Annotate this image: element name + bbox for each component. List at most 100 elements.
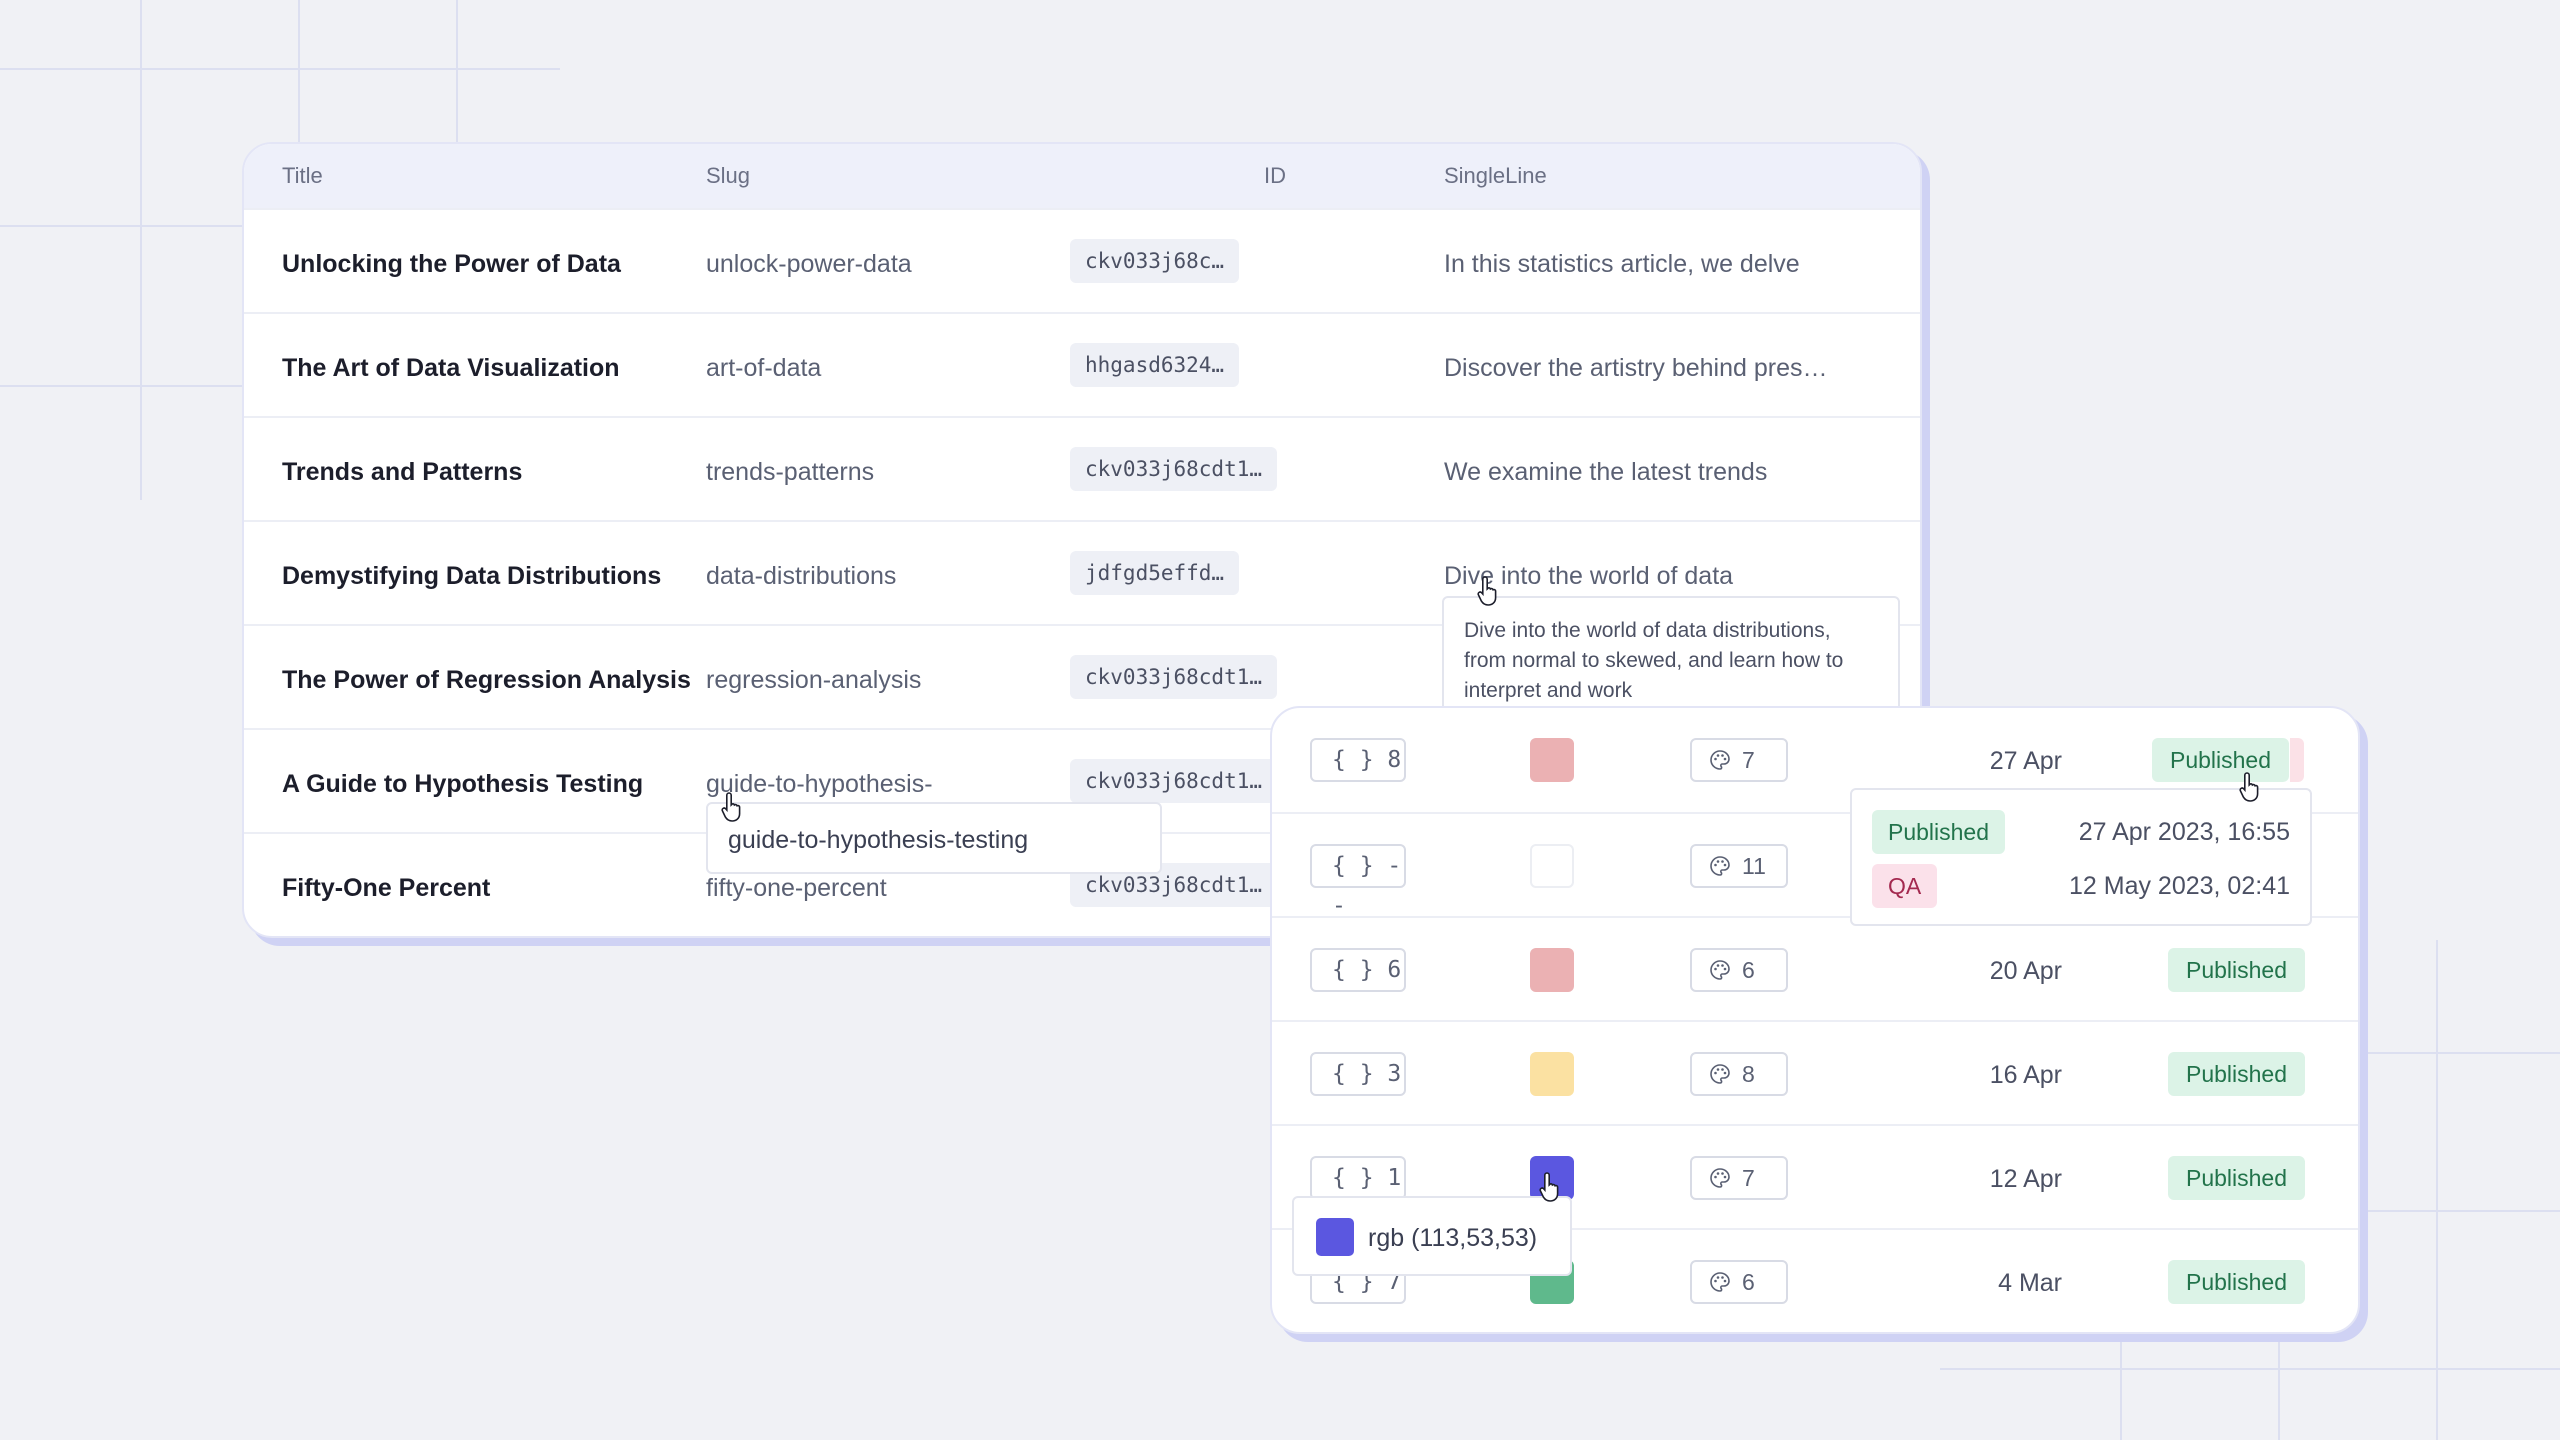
bg-grid-line bbox=[456, 0, 458, 145]
cell-singleline: We examine the latest trends bbox=[1444, 458, 1768, 486]
table-row[interactable]: { } 8 7 27 Apr Published bbox=[1272, 708, 2358, 812]
cell-id[interactable]: hhgasd6324… bbox=[1070, 343, 1240, 387]
status-history-item: QA 12 May 2023, 02:41 bbox=[1872, 864, 2290, 908]
status-history-popover: Published 27 Apr 2023, 16:55 QA 12 May 2… bbox=[1850, 788, 2312, 926]
status-badge[interactable]: Published bbox=[2168, 1052, 2306, 1096]
cell-title: Fifty-One Percent bbox=[282, 874, 491, 902]
json-field[interactable]: { } 3 bbox=[1310, 1052, 1406, 1096]
palette-icon bbox=[1710, 960, 1730, 980]
color-swatch[interactable] bbox=[1530, 1052, 1574, 1096]
color-tooltip: rgb (113,53,53) bbox=[1292, 1196, 1572, 1276]
palette-count: 11 bbox=[1742, 852, 1766, 879]
cell-title: The Power of Regression Analysis bbox=[282, 666, 691, 694]
cell-slug: trends-patterns bbox=[706, 458, 875, 486]
status-badge[interactable]: Published bbox=[2152, 738, 2290, 782]
table-row[interactable]: Unlocking the Power of Data unlock-power… bbox=[244, 208, 1920, 312]
cell-title: A Guide to Hypothesis Testing bbox=[282, 770, 644, 798]
color-tooltip-value: rgb (113,53,53) bbox=[1368, 1224, 1538, 1252]
palette-icon bbox=[1710, 856, 1730, 876]
cell-id[interactable]: ckv033j68cdt1… bbox=[1070, 863, 1278, 907]
table-row[interactable]: { } 3 8 16 Apr Published bbox=[1272, 1020, 2358, 1124]
json-field[interactable]: { } 1 bbox=[1310, 1156, 1406, 1200]
bg-grid-line bbox=[2360, 1210, 2560, 1212]
column-header-title[interactable]: Title bbox=[282, 163, 323, 188]
cell-singleline[interactable]: Dive into the world of data bbox=[1444, 562, 1734, 590]
palette-count: 6 bbox=[1742, 956, 1755, 983]
status-timestamp: 12 May 2023, 02:41 bbox=[2069, 872, 2290, 900]
slug-tooltip: guide-to-hypothesis-testing bbox=[706, 802, 1162, 874]
cell-singleline: Discover the artistry behind pres… bbox=[1444, 354, 1828, 382]
cell-id[interactable]: ckv033j68cdt1… bbox=[1070, 759, 1278, 803]
cell-slug[interactable]: guide-to-hypothesis- bbox=[706, 770, 933, 798]
table-row[interactable]: { } 1 7 12 Apr Published bbox=[1272, 1124, 2358, 1228]
cell-id[interactable]: ckv033j68cdt1… bbox=[1070, 655, 1278, 699]
status-timestamp: 27 Apr 2023, 16:55 bbox=[2078, 818, 2290, 846]
json-field[interactable]: { } -- bbox=[1310, 844, 1406, 919]
palette-icon bbox=[1710, 1168, 1730, 1188]
color-tooltip-swatch bbox=[1316, 1218, 1354, 1256]
bg-grid-line bbox=[0, 225, 250, 227]
cell-date: 12 Apr bbox=[1989, 1165, 2062, 1193]
cell-date: 20 Apr bbox=[1989, 957, 2062, 985]
cell-slug: art-of-data bbox=[706, 354, 822, 382]
status-badge[interactable]: Published bbox=[2168, 1156, 2306, 1200]
bg-grid-line bbox=[0, 68, 560, 70]
bg-grid-line bbox=[2360, 1052, 2560, 1054]
cell-title: Trends and Patterns bbox=[282, 458, 523, 486]
json-field[interactable]: { } 6 bbox=[1310, 948, 1406, 992]
column-header-singleline[interactable]: SingleLine bbox=[1444, 163, 1547, 188]
palette-field[interactable]: 6 bbox=[1690, 1260, 1788, 1304]
cell-id[interactable]: ckv033j68cdt1… bbox=[1070, 447, 1278, 491]
palette-count: 7 bbox=[1742, 746, 1755, 773]
palette-field[interactable]: 11 bbox=[1690, 844, 1788, 888]
json-field[interactable]: { } 8 bbox=[1310, 738, 1406, 782]
palette-field[interactable]: 8 bbox=[1690, 1052, 1788, 1096]
cell-slug: fifty-one-percent bbox=[706, 874, 887, 902]
color-swatch[interactable] bbox=[1530, 948, 1574, 992]
singleline-tooltip: Dive into the world of data distribution… bbox=[1442, 596, 1900, 710]
cell-title: The Art of Data Visualization bbox=[282, 354, 620, 382]
palette-count: 7 bbox=[1742, 1164, 1755, 1191]
bg-grid-line bbox=[1940, 1368, 2560, 1370]
palette-icon bbox=[1710, 750, 1730, 770]
cell-singleline: In this statistics article, we delve bbox=[1444, 250, 1800, 278]
palette-field[interactable]: 7 bbox=[1690, 1156, 1788, 1200]
table-row[interactable]: The Power of Regression Analysis regress… bbox=[244, 624, 1920, 728]
bg-grid-line bbox=[140, 0, 142, 500]
palette-icon bbox=[1710, 1272, 1730, 1292]
hand-pointer-icon bbox=[1477, 576, 1497, 606]
status-history-item: Published 27 Apr 2023, 16:55 bbox=[1872, 810, 2290, 854]
cell-id[interactable]: ckv033j68c… bbox=[1070, 239, 1240, 283]
palette-field[interactable]: 6 bbox=[1690, 948, 1788, 992]
status-badge[interactable]: Published bbox=[2168, 948, 2306, 992]
cell-id[interactable]: jdfgd5effd… bbox=[1070, 551, 1240, 595]
table-row[interactable]: A Guide to Hypothesis Testing guide-to-h… bbox=[244, 728, 1920, 832]
hand-pointer-icon bbox=[721, 792, 741, 822]
cell-date: 27 Apr bbox=[1989, 747, 2062, 775]
hand-pointer-icon bbox=[2239, 772, 2259, 802]
cell-date: 4 Mar bbox=[1998, 1269, 2062, 1297]
status-badge-qa: QA bbox=[1872, 864, 1938, 908]
status-badge-stack bbox=[2290, 738, 2304, 782]
column-header-slug[interactable]: Slug bbox=[706, 163, 751, 188]
table-row[interactable]: { } 6 6 20 Apr Published bbox=[1272, 916, 2358, 1020]
bg-grid-line bbox=[0, 385, 250, 387]
color-swatch[interactable] bbox=[1530, 738, 1574, 782]
cell-slug: data-distributions bbox=[706, 562, 897, 590]
cell-date: 16 Apr bbox=[1989, 1061, 2062, 1089]
palette-count: 8 bbox=[1742, 1060, 1755, 1087]
cell-slug: regression-analysis bbox=[706, 666, 922, 694]
status-badge-published: Published bbox=[1872, 810, 2006, 854]
cell-slug: unlock-power-data bbox=[706, 250, 912, 278]
table-row[interactable]: Demystifying Data Distributions data-dis… bbox=[244, 520, 1920, 624]
status-badge[interactable]: Published bbox=[2168, 1260, 2306, 1304]
table-row[interactable]: The Art of Data Visualization art-of-dat… bbox=[244, 312, 1920, 416]
palette-field[interactable]: 7 bbox=[1690, 738, 1788, 782]
table-row[interactable]: { } -- 11 bbox=[1272, 812, 2358, 919]
color-swatch[interactable] bbox=[1530, 844, 1574, 888]
bg-grid-line bbox=[2436, 940, 2438, 1440]
palette-count: 6 bbox=[1742, 1268, 1755, 1295]
column-header-id[interactable]: ID bbox=[1264, 163, 1286, 188]
table-row[interactable]: Trends and Patterns trends-patterns ckv0… bbox=[244, 416, 1920, 520]
bg-grid-line bbox=[2278, 1290, 2280, 1440]
